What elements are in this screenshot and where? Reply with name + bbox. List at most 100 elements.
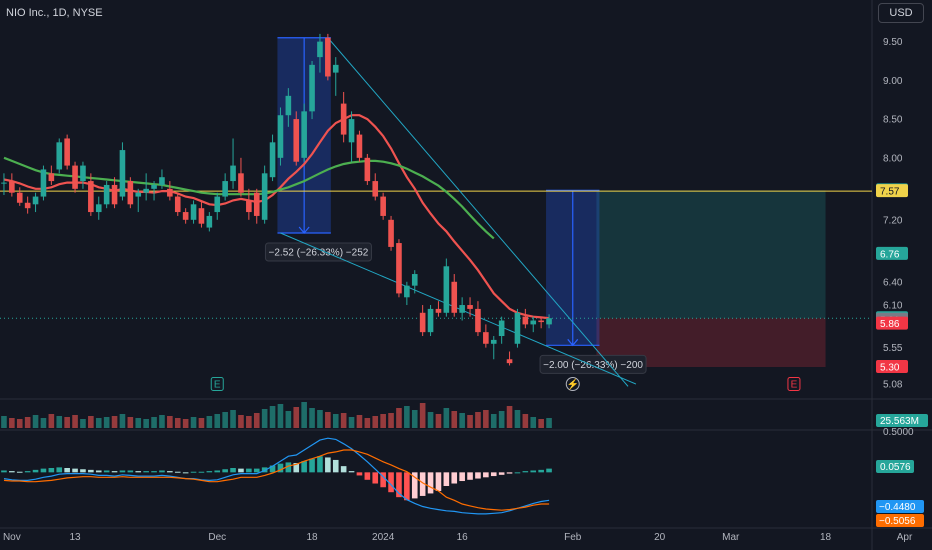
candle [1, 173, 7, 196]
volume-bar [364, 418, 371, 428]
price-tick-label: 8.50 [883, 115, 903, 126]
candle [16, 187, 23, 206]
macd-histogram-bar [490, 472, 497, 477]
macd-signal-label: −0.5056 [879, 516, 916, 527]
macd-histogram-bar [32, 469, 39, 473]
candle [530, 316, 537, 333]
macd-histogram-bar [16, 471, 23, 473]
candle-body [56, 142, 63, 170]
volume-bar [404, 406, 410, 428]
price-tick-label: 8.00 [883, 153, 903, 164]
candle [443, 258, 450, 317]
volume-bar [9, 418, 15, 428]
candle [459, 297, 465, 321]
candle-body [404, 285, 410, 298]
candle-body [16, 192, 23, 203]
macd-hist-label-box [876, 460, 914, 473]
candle-body [467, 305, 473, 309]
candle [388, 215, 394, 251]
macd-histogram-bar [317, 456, 323, 473]
macd-histogram-bar [111, 471, 118, 473]
candle-body [253, 192, 260, 216]
volume-bar [143, 419, 149, 428]
volume-bar [151, 417, 157, 428]
macd-histogram-bar [9, 471, 15, 473]
macd-histogram-bar [419, 472, 426, 496]
measure-label-box [539, 354, 647, 374]
candle-body [198, 208, 205, 224]
volume-bar [293, 407, 300, 428]
macd-histogram-bar [467, 472, 473, 480]
wedge-trend-line [327, 37, 629, 387]
candle-body [435, 308, 442, 313]
candle [435, 301, 442, 317]
candle-body [159, 177, 165, 185]
volume-bar [380, 414, 386, 428]
earnings-marker-icon [787, 377, 801, 391]
currency-button[interactable]: USD [878, 3, 924, 23]
volume-bar [451, 411, 458, 428]
macd-histogram-bar [151, 471, 157, 473]
candle [230, 138, 236, 189]
macd-histogram-bar [427, 472, 434, 494]
macd-histogram-bar [435, 472, 442, 491]
candle [419, 305, 426, 337]
candle-body [427, 308, 434, 333]
candle [246, 188, 252, 220]
volume-bar [506, 406, 513, 428]
macd-histogram-bar [88, 469, 94, 473]
candle-body [317, 41, 323, 58]
volume-bar [475, 412, 481, 428]
volume-bar [546, 418, 552, 428]
position-target-zone [596, 190, 826, 319]
macd-histogram-bar [332, 459, 339, 473]
candle-body [356, 134, 363, 158]
volume-bar [285, 411, 292, 428]
macd-histogram-bar [364, 472, 371, 480]
candle [261, 165, 268, 224]
candle-body [325, 37, 331, 77]
volume-bar [88, 416, 94, 428]
candle-body [380, 196, 386, 216]
candle-body [546, 318, 552, 325]
candle [72, 161, 78, 193]
volume-bar [498, 411, 505, 428]
candle [143, 173, 149, 201]
macd-line-label: −0.4480 [879, 502, 916, 513]
candle-body [340, 103, 347, 135]
macd-histogram-bar [411, 472, 418, 499]
volume-bar [427, 412, 434, 428]
macd-histogram-bar [451, 472, 458, 484]
price-axis-label: 6.76 [880, 249, 900, 260]
candle-body [182, 212, 189, 220]
candle-body [459, 305, 465, 313]
macd-histogram-bar [356, 472, 363, 476]
candle-body [24, 202, 31, 209]
time-axis-label: 2024 [372, 532, 395, 543]
candle-body [222, 181, 228, 197]
candle-body [372, 181, 379, 197]
candle [64, 134, 70, 170]
candle-body [475, 308, 481, 333]
measure-arrowhead [298, 226, 310, 234]
candle [80, 161, 86, 189]
macd-histogram-bar [167, 471, 173, 473]
volume-bar [317, 410, 323, 428]
macd-histogram-bar [372, 472, 379, 484]
macd-histogram-bar [64, 468, 70, 473]
macd-histogram-bar [72, 468, 78, 473]
candle [404, 281, 410, 306]
macd-histogram-bar [190, 471, 197, 473]
macd-histogram-bar [388, 472, 394, 493]
volume-bar [167, 416, 173, 428]
macd-histogram-bar [293, 463, 300, 473]
candle-body [1, 182, 7, 184]
candle-body [48, 173, 55, 182]
measure-label: −2.52 (−26.33%) −252 [269, 247, 369, 258]
candle [538, 316, 544, 329]
volume-bar [119, 414, 126, 428]
candle [325, 33, 331, 81]
macd-histogram-bar [48, 468, 55, 473]
candle [238, 157, 244, 197]
